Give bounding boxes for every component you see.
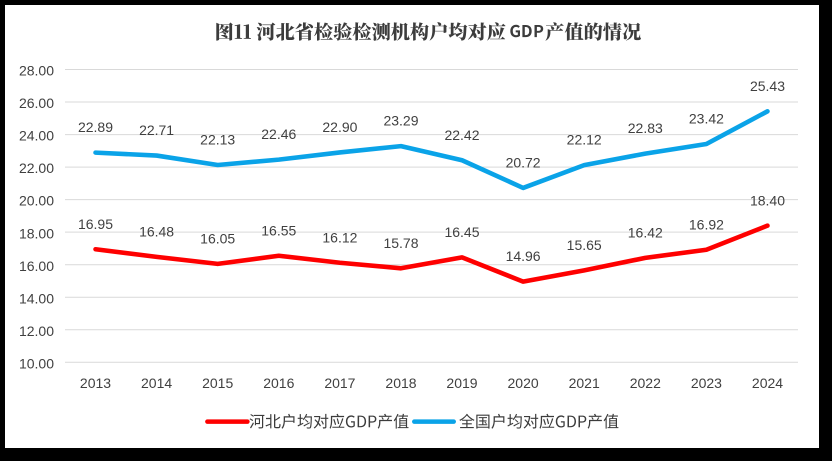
- svg-text:23.29: 23.29: [383, 113, 418, 129]
- svg-text:2016: 2016: [263, 375, 294, 391]
- svg-text:22.12: 22.12: [567, 132, 602, 148]
- svg-text:14.00: 14.00: [19, 290, 54, 306]
- svg-text:2024: 2024: [752, 375, 783, 391]
- svg-text:16.92: 16.92: [689, 216, 724, 232]
- svg-text:2015: 2015: [202, 375, 233, 391]
- svg-text:24.00: 24.00: [19, 128, 54, 144]
- svg-text:22.71: 22.71: [139, 122, 174, 138]
- svg-text:2019: 2019: [446, 375, 477, 391]
- svg-text:2014: 2014: [141, 375, 172, 391]
- svg-text:22.13: 22.13: [200, 132, 235, 148]
- svg-text:23.42: 23.42: [689, 111, 724, 127]
- svg-text:16.95: 16.95: [78, 216, 113, 232]
- svg-text:22.00: 22.00: [19, 160, 54, 176]
- svg-text:16.12: 16.12: [322, 229, 357, 245]
- svg-text:22.42: 22.42: [444, 127, 479, 143]
- svg-text:14.96: 14.96: [506, 248, 541, 264]
- svg-text:28.00: 28.00: [19, 63, 54, 79]
- svg-text:16.48: 16.48: [139, 224, 174, 240]
- svg-text:2017: 2017: [324, 375, 355, 391]
- svg-text:16.55: 16.55: [261, 222, 296, 238]
- svg-text:22.46: 22.46: [261, 126, 296, 142]
- svg-text:18.40: 18.40: [750, 192, 785, 208]
- svg-text:10.00: 10.00: [19, 355, 54, 371]
- svg-text:25.43: 25.43: [750, 78, 785, 94]
- svg-text:20.00: 20.00: [19, 193, 54, 209]
- svg-text:15.65: 15.65: [567, 237, 602, 253]
- svg-text:16.45: 16.45: [444, 224, 479, 240]
- svg-text:16.05: 16.05: [200, 231, 235, 247]
- svg-text:2018: 2018: [385, 375, 416, 391]
- svg-text:15.78: 15.78: [383, 235, 418, 251]
- svg-text:2013: 2013: [80, 375, 111, 391]
- svg-text:16.00: 16.00: [19, 258, 54, 274]
- svg-text:22.90: 22.90: [322, 119, 357, 135]
- svg-text:2021: 2021: [569, 375, 600, 391]
- svg-text:16.42: 16.42: [628, 225, 663, 241]
- svg-text:2023: 2023: [691, 375, 722, 391]
- svg-text:2022: 2022: [630, 375, 661, 391]
- svg-text:12.00: 12.00: [19, 323, 54, 339]
- svg-text:18.00: 18.00: [19, 225, 54, 241]
- svg-text:26.00: 26.00: [19, 95, 54, 111]
- svg-text:22.83: 22.83: [628, 120, 663, 136]
- svg-text:20.72: 20.72: [506, 155, 541, 171]
- svg-text:2020: 2020: [508, 375, 539, 391]
- svg-text:22.89: 22.89: [78, 119, 113, 135]
